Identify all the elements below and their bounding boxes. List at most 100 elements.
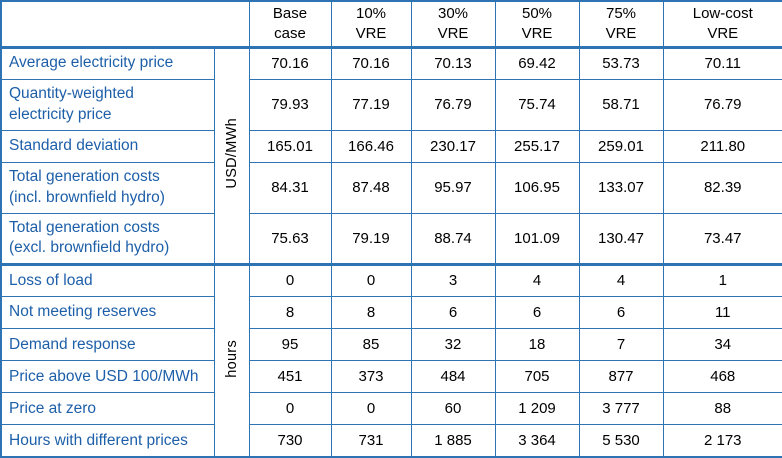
value-cell: 6 — [494, 295, 580, 330]
value-cell: 484 — [410, 360, 496, 394]
value-cell: 877 — [578, 360, 664, 394]
row-not-meeting-reserves: Not meeting reserves 8 8 6 6 6 11 — [0, 295, 782, 330]
value-cell: 730 — [248, 424, 332, 458]
value-cell: 85 — [330, 328, 412, 362]
unit-label: hours — [223, 339, 240, 378]
value-cell: 705 — [494, 360, 580, 394]
value-cell: 468 — [662, 360, 782, 394]
value-cell: 8 — [248, 295, 332, 330]
value-cell: 77.19 — [330, 78, 412, 131]
corner-cell — [0, 0, 250, 49]
row-label: Price above USD 100/MWh — [0, 360, 215, 394]
row-label: Price at zero — [0, 392, 215, 426]
row-quantity-weighted-price: Quantity-weighted electricity price 79.9… — [0, 78, 782, 131]
unit-cell-hours: hours — [213, 262, 250, 458]
col-header-low-cost-vre: Low-cost VRE — [662, 0, 782, 49]
value-cell: 18 — [494, 328, 580, 362]
value-cell: 76.79 — [662, 78, 782, 131]
row-demand-response: Demand response 95 85 32 18 7 34 — [0, 328, 782, 362]
col-header-30-vre: 30% VRE — [410, 0, 496, 49]
row-standard-deviation: Standard deviation 165.01 166.46 230.17 … — [0, 129, 782, 163]
value-cell: 4 — [494, 262, 580, 297]
value-cell: 70.11 — [662, 46, 782, 80]
value-cell: 106.95 — [494, 161, 580, 214]
value-cell: 82.39 — [662, 161, 782, 214]
col-header-50-vre: 50% VRE — [494, 0, 580, 49]
value-cell: 84.31 — [248, 161, 332, 214]
value-cell: 101.09 — [494, 212, 580, 265]
value-cell: 373 — [330, 360, 412, 394]
value-cell: 0 — [248, 262, 332, 297]
row-label: Quantity-weighted electricity price — [0, 78, 215, 131]
row-label: Demand response — [0, 328, 215, 362]
value-cell: 259.01 — [578, 129, 664, 163]
value-cell: 76.79 — [410, 78, 496, 131]
unit-cell-usd-mwh: USD/MWh — [213, 46, 250, 265]
row-label: Average electricity price — [0, 46, 215, 80]
row-label: Hours with different prices — [0, 424, 215, 458]
row-total-costs-incl-hydro: Total generation costs (incl. brownfield… — [0, 161, 782, 214]
value-cell: 8 — [330, 295, 412, 330]
value-cell: 11 — [662, 295, 782, 330]
table-header-row: Base case 10% VRE 30% VRE 50% VRE 75% VR… — [0, 0, 782, 49]
value-cell: 3 364 — [494, 424, 580, 458]
value-cell: 451 — [248, 360, 332, 394]
value-cell: 0 — [330, 392, 412, 426]
row-total-costs-excl-hydro: Total generation costs (excl. brownfield… — [0, 212, 782, 265]
value-cell: 731 — [330, 424, 412, 458]
row-average-electricity-price: Average electricity price USD/MWh 70.16 … — [0, 46, 782, 265]
row-label: Not meeting reserves — [0, 295, 215, 330]
value-cell: 1 209 — [494, 392, 580, 426]
value-cell: 58.71 — [578, 78, 664, 131]
value-cell: 95.97 — [410, 161, 496, 214]
unit-label: USD/MWh — [223, 117, 240, 189]
value-cell: 34 — [662, 328, 782, 362]
value-cell: 4 — [578, 262, 664, 297]
value-cell: 7 — [578, 328, 664, 362]
row-price-above-usd-100: Price above USD 100/MWh 451 373 484 705 … — [0, 360, 782, 394]
value-cell: 79.93 — [248, 78, 332, 131]
value-cell: 3 — [410, 262, 496, 297]
value-cell: 79.19 — [330, 212, 412, 265]
value-cell: 5 530 — [578, 424, 664, 458]
col-header-base-case: Base case — [248, 0, 332, 49]
col-header-75-vre: 75% VRE — [578, 0, 664, 49]
value-cell: 53.73 — [578, 46, 664, 80]
value-cell: 70.16 — [248, 46, 332, 80]
value-cell: 32 — [410, 328, 496, 362]
value-cell: 73.47 — [662, 212, 782, 265]
value-cell: 130.47 — [578, 212, 664, 265]
value-cell: 75.74 — [494, 78, 580, 131]
value-cell: 87.48 — [330, 161, 412, 214]
value-cell: 70.16 — [330, 46, 412, 80]
row-label: Total generation costs (excl. brownfield… — [0, 212, 215, 265]
value-cell: 69.42 — [494, 46, 580, 80]
value-cell: 6 — [578, 295, 664, 330]
row-price-at-zero: Price at zero 0 0 60 1 209 3 777 88 — [0, 392, 782, 426]
value-cell: 0 — [248, 392, 332, 426]
value-cell: 95 — [248, 328, 332, 362]
col-header-10-vre: 10% VRE — [330, 0, 412, 49]
row-label: Loss of load — [0, 262, 215, 297]
value-cell: 1 885 — [410, 424, 496, 458]
value-cell: 230.17 — [410, 129, 496, 163]
value-cell: 133.07 — [578, 161, 664, 214]
value-cell: 0 — [330, 262, 412, 297]
value-cell: 6 — [410, 295, 496, 330]
row-label: Standard deviation — [0, 129, 215, 163]
value-cell: 2 173 — [662, 424, 782, 458]
value-cell: 1 — [662, 262, 782, 297]
value-cell: 60 — [410, 392, 496, 426]
value-cell: 75.63 — [248, 212, 332, 265]
row-hours-with-different-prices: Hours with different prices 730 731 1 88… — [0, 424, 782, 458]
value-cell: 88 — [662, 392, 782, 426]
row-label: Total generation costs (incl. brownfield… — [0, 161, 215, 214]
value-cell: 211.80 — [662, 129, 782, 163]
value-cell: 166.46 — [330, 129, 412, 163]
value-cell: 255.17 — [494, 129, 580, 163]
value-cell: 70.13 — [410, 46, 496, 80]
value-cell: 88.74 — [410, 212, 496, 265]
row-loss-of-load: Loss of load hours 0 0 3 4 4 1 — [0, 262, 782, 458]
value-cell: 3 777 — [578, 392, 664, 426]
